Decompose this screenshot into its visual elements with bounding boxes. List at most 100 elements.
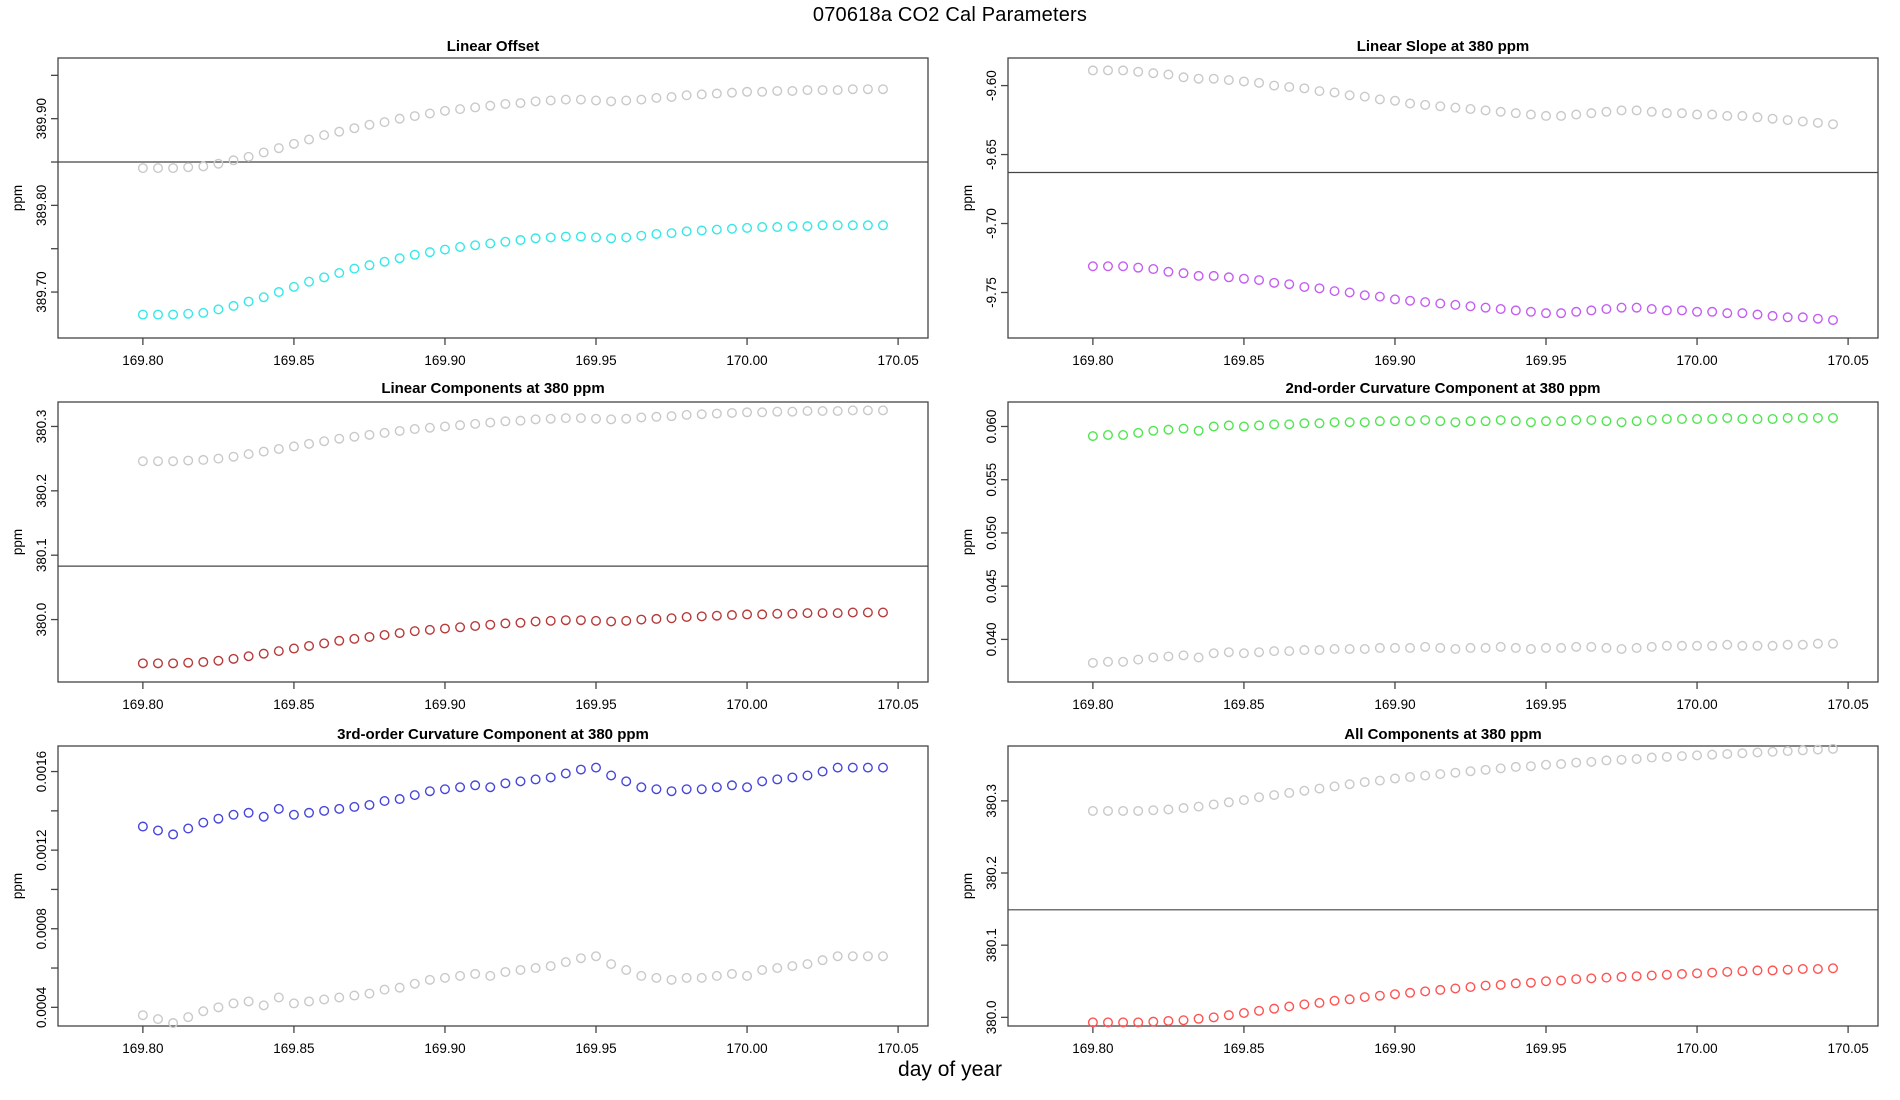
series-lower-violet	[1087, 261, 1838, 326]
y-tick-label: -9.60	[984, 70, 999, 101]
data-point	[1148, 652, 1159, 663]
data-point	[1586, 973, 1597, 984]
data-point	[1722, 748, 1733, 759]
data-point	[1389, 416, 1400, 427]
data-point	[1374, 94, 1385, 105]
data-point	[349, 431, 360, 442]
data-point	[817, 406, 828, 417]
data-point	[1752, 965, 1763, 976]
data-point	[409, 978, 420, 989]
data-point	[500, 416, 511, 427]
data-point	[1329, 417, 1340, 428]
data-point	[1087, 65, 1098, 76]
data-point	[1646, 970, 1657, 981]
x-tick-label: 169.95	[575, 697, 616, 712]
data-point	[183, 657, 194, 668]
x-tick-label: 169.95	[575, 1041, 616, 1056]
data-point	[757, 609, 768, 620]
x-tick-label: 170.05	[877, 353, 918, 368]
data-point	[1314, 86, 1325, 97]
data-point	[198, 817, 209, 828]
data-point	[742, 609, 753, 620]
data-point	[621, 232, 632, 243]
data-point	[545, 95, 556, 106]
data-point	[1208, 1012, 1219, 1023]
data-point	[379, 984, 390, 995]
data-point	[726, 87, 737, 98]
data-point	[288, 281, 299, 292]
x-tick-label: 169.90	[424, 353, 465, 368]
data-point	[862, 951, 873, 962]
data-point	[349, 633, 360, 644]
data-point	[1223, 797, 1234, 808]
data-point	[213, 158, 224, 169]
x-tick-label: 170.00	[1676, 353, 1717, 368]
data-point	[1812, 963, 1823, 974]
data-point	[1450, 643, 1461, 654]
data-point	[742, 782, 753, 793]
data-point	[1102, 261, 1113, 272]
data-point	[1556, 975, 1567, 986]
data-point	[802, 85, 813, 96]
y-tick-label: -9.70	[984, 208, 999, 239]
data-point	[1163, 424, 1174, 435]
data-point	[1299, 83, 1310, 94]
data-point	[1238, 76, 1249, 87]
data-point	[636, 970, 647, 981]
data-point	[711, 224, 722, 235]
y-tick-label: 0.0016	[34, 751, 49, 792]
plot-canvas-linear-components: 169.80 169.85 169.90 169.95 170.00 170.05 380.…	[34, 401, 929, 712]
data-point	[1193, 1013, 1204, 1024]
data-point	[455, 622, 466, 633]
series-lower-darkred	[137, 607, 888, 669]
series-lower-red	[1087, 963, 1838, 1028]
data-point	[183, 455, 194, 466]
data-point	[877, 607, 888, 618]
data-point	[1223, 272, 1234, 283]
data-point	[485, 619, 496, 630]
data-point	[485, 970, 496, 981]
data-point	[787, 961, 798, 972]
data-point	[1631, 416, 1642, 427]
data-point	[1118, 430, 1129, 441]
data-point	[152, 1014, 163, 1025]
y-axis: 0.040 0.045 0.050 0.055 0.060	[984, 410, 1008, 656]
data-point	[530, 233, 541, 244]
data-point	[319, 272, 330, 283]
data-point	[1752, 112, 1763, 123]
y-axis: 389.70 389.80 389.90	[34, 74, 58, 313]
data-point	[1314, 783, 1325, 794]
data-point	[1676, 751, 1687, 762]
data-point	[606, 96, 617, 107]
x-tick-label: 169.95	[1525, 1041, 1566, 1056]
data-point	[1329, 643, 1340, 654]
y-tick-label: 380.3	[984, 784, 999, 818]
data-point	[877, 951, 888, 962]
data-point	[1238, 273, 1249, 284]
series-lower-gray	[1087, 638, 1838, 668]
data-point	[1752, 747, 1763, 758]
data-point	[877, 84, 888, 95]
data-point	[1435, 642, 1446, 653]
data-point	[1465, 982, 1476, 993]
data-point	[1087, 805, 1098, 816]
data-point	[1586, 641, 1597, 652]
data-point	[1102, 65, 1113, 76]
data-point	[1616, 417, 1627, 428]
data-point	[1359, 91, 1370, 102]
data-point	[1661, 414, 1672, 425]
data-point	[455, 420, 466, 431]
data-point	[455, 782, 466, 793]
data-point	[575, 953, 586, 964]
data-point	[1782, 412, 1793, 423]
data-point	[1631, 971, 1642, 982]
data-point	[394, 628, 405, 639]
data-point	[1299, 418, 1310, 429]
data-point	[1722, 308, 1733, 319]
data-point	[334, 635, 345, 646]
data-point	[1541, 976, 1552, 987]
data-point	[424, 974, 435, 985]
x-axis-label-day-of-year: day of year	[898, 1058, 1002, 1081]
data-point	[862, 762, 873, 773]
data-point	[183, 162, 194, 173]
